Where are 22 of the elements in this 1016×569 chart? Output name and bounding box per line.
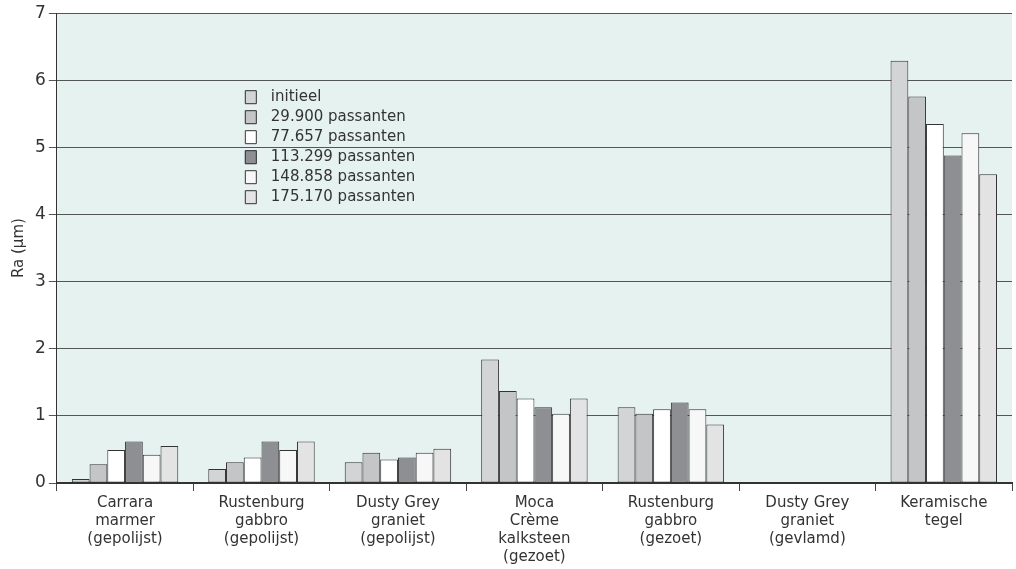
y-tick-label: 4 [34, 202, 46, 223]
legend-label: 113.299 passanten [270, 147, 416, 166]
y-tick-label: 1 [34, 404, 46, 425]
x-tick-label: Dusty Grey graniet (gevlamd) [765, 492, 850, 547]
x-tick-label: Carrara marmer (gepolijst) [87, 492, 163, 547]
legend-label: 148.858 passanten [270, 167, 416, 186]
x-tick-label: Dusty Grey graniet (gepolijst) [355, 492, 441, 547]
legend-label: initieel [270, 87, 322, 106]
x-tick-label: Keramische tegel [900, 492, 988, 529]
legend-label: 29.900 passanten [270, 107, 406, 126]
y-tick-label: 6 [34, 68, 46, 89]
x-tick-label: Moca Crème kalksteen (gezoet) [498, 492, 571, 565]
y-axis-title: Ra (µm) [8, 218, 27, 279]
legend-label: 175.170 passanten [270, 187, 416, 206]
x-tick-label: Rustenburg gabbro (gepolijst) [218, 492, 305, 547]
y-tick-label: 0 [34, 471, 46, 492]
y-tick-label: 2 [34, 337, 46, 358]
legend-label: 77.657 passanten [270, 127, 406, 146]
y-tick-label: 7 [34, 1, 46, 22]
x-tick-label: Rustenburg gabbro (gezoet) [627, 492, 714, 547]
y-tick-label: 3 [34, 270, 46, 291]
y-tick-label: 5 [34, 135, 46, 156]
